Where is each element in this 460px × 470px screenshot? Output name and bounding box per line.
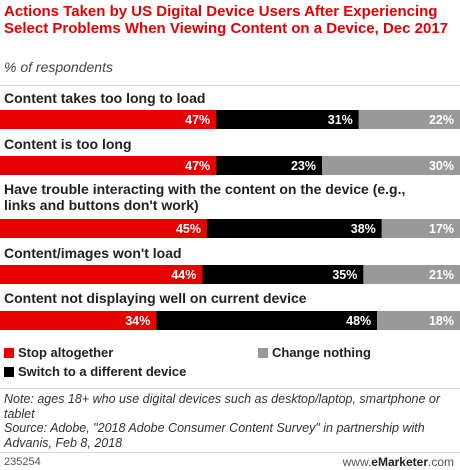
bar-nothing-3 [363,265,460,284]
data-label-stop-4: 34% [125,314,150,328]
footnote: Note: ages 18+ who use digital devices s… [4,392,456,450]
legend-swatch-switch [4,367,14,377]
bar-switch-2 [207,219,382,238]
bar-switch-0 [216,110,359,129]
bar-switch-4 [156,311,378,330]
category-label-2-line-1: links and buttons don't work) [4,197,199,213]
legend-divider [0,388,460,389]
data-label-stop-0: 47% [185,113,210,127]
data-label-stop-3: 44% [171,268,196,282]
legend-label-switch: Switch to a different device [18,364,187,379]
data-label-switch-4: 48% [346,314,371,328]
bar-stop-1 [0,156,217,175]
category-label-1: Content is too long [4,136,132,152]
data-label-nothing-0: 22% [429,113,454,127]
bar-stop-3 [0,265,203,284]
bar-nothing-0 [358,110,460,129]
data-label-switch-1: 23% [291,159,316,173]
legend-swatch-nothing [258,348,268,358]
data-label-stop-1: 47% [185,159,210,173]
bar-stop-2 [0,219,207,238]
legend-stop: Stop altogether [4,345,113,360]
legend-label-stop: Stop altogether [18,345,114,360]
bottom-divider [0,452,460,453]
brand-suffix: .com [427,455,454,469]
data-label-stop-2: 45% [176,222,201,236]
legend-swatch-stop [4,348,14,358]
data-label-nothing-1: 30% [429,159,454,173]
legend-label-nothing: Change nothing [272,345,371,360]
category-label-2-line-0: Have trouble interacting with the conten… [4,181,405,197]
bar-switch-1 [216,156,322,175]
legend-switch: Switch to a different device [4,364,186,379]
data-label-switch-0: 31% [328,113,353,127]
chart-title: Actions Taken by US Digital Device Users… [4,3,449,37]
bar-stop-0 [0,110,217,129]
brand-prefix: www. [342,455,372,469]
bar-switch-3 [202,265,364,284]
bar-nothing-1 [322,156,460,175]
legend-nothing: Change nothing [258,345,371,360]
note-text: Note: ages 18+ who use digital devices s… [4,392,441,421]
brand-logo[interactable]: www.eMarketer.com [343,455,454,469]
data-label-switch-3: 35% [332,268,357,282]
stacked-bar-chart: Content takes too long to load 47% 31% 22% C… [0,90,460,330]
brand-name: eMarketer [371,455,428,469]
bar-nothing-2 [381,219,460,238]
category-label-3: Content/images won't load [4,245,182,261]
source-text: Source: Adobe, "2018 Adobe Consumer Cont… [4,421,425,450]
bar-stop-4 [0,311,157,330]
data-label-switch-2: 38% [351,222,376,236]
data-label-nothing-3: 21% [429,268,454,282]
chart-id: 235254 [4,456,41,468]
category-label-0: Content takes too long to load [4,90,205,106]
data-label-nothing-4: 18% [429,314,454,328]
data-label-nothing-2: 17% [429,222,454,236]
category-label-4: Content not displaying well on current d… [4,290,307,306]
bar-nothing-4 [377,311,460,330]
top-divider [0,85,460,86]
chart-subtitle: % of respondents [4,59,113,75]
